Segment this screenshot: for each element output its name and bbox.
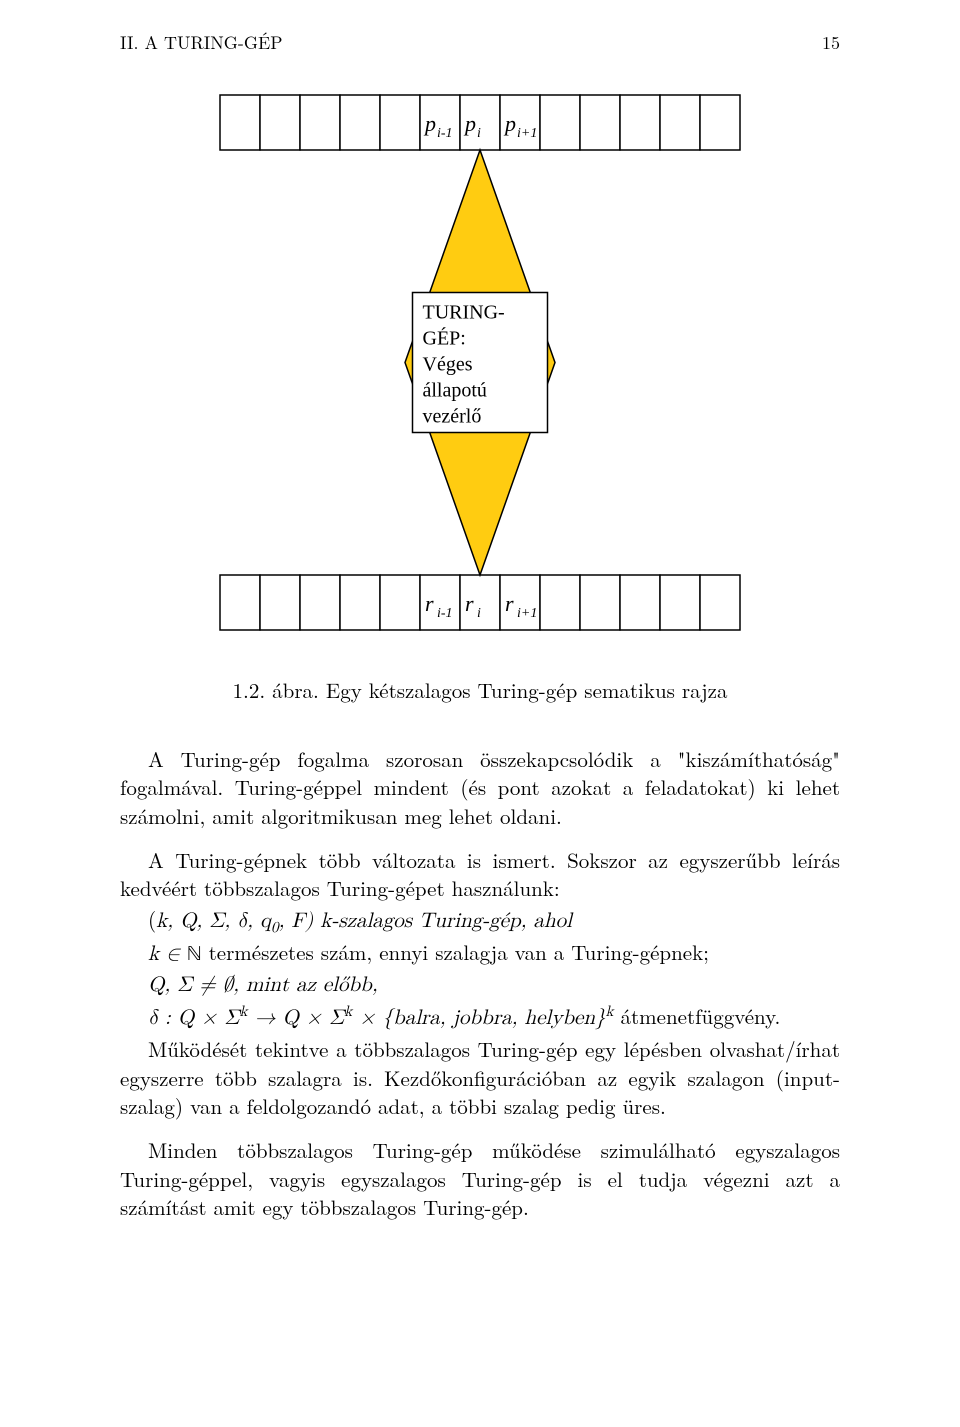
- paragraph-1: A Turing-gép fogalma szorosan összekapcs…: [120, 745, 840, 830]
- svg-text:Véges: Véges: [423, 354, 473, 376]
- def-delta-k1: k: [240, 1004, 248, 1019]
- svg-text:i-1: i-1: [437, 126, 453, 141]
- def-k-N: ℕ: [187, 944, 202, 965]
- svg-text:TURING-: TURING-: [423, 302, 505, 324]
- def-qs-line: Q, Σ ≠ ∅, mint az előbb,: [120, 969, 840, 1000]
- svg-text:i-1: i-1: [437, 606, 453, 621]
- running-head-right: 15: [822, 30, 840, 55]
- def-qs-text: Q, Σ ≠ ∅, mint az előbb,: [148, 975, 378, 996]
- svg-text:GÉP:: GÉP:: [423, 327, 466, 350]
- def-tuple-close: , F): [279, 911, 314, 932]
- def-k-b: természetes szám, ennyi szalagja van a T…: [202, 937, 709, 967]
- svg-text:p: p: [463, 111, 476, 136]
- svg-text:i+1: i+1: [517, 126, 537, 141]
- def-tuple-tail: k-szalagos Turing-gép, ahol: [313, 911, 572, 932]
- def-tuple-open: (: [148, 904, 156, 934]
- svg-text:állapotú: állapotú: [423, 380, 487, 402]
- svg-text:p: p: [503, 111, 516, 136]
- definition-lead: A Turing-gépnek több változata is ismert…: [120, 846, 840, 903]
- def-delta-c: × {balra, jobbra, helyben}: [352, 1008, 605, 1029]
- running-head: II. A TURING-GÉP 15: [120, 30, 840, 55]
- def-delta-a: δ : Q × Σ: [148, 1008, 240, 1029]
- svg-text:i+1: i+1: [517, 606, 537, 621]
- def-k-line: k ∈ ℕ természetes szám, ennyi szalagja v…: [120, 938, 840, 969]
- svg-text:i: i: [477, 606, 481, 621]
- turing-figure: TURING-GÉP:Végesállapotúvezérlő pi-1pipi…: [120, 85, 840, 645]
- svg-text:r: r: [425, 591, 434, 616]
- def-tuple-items: k, Q, Σ, δ, q: [156, 911, 271, 932]
- paragraph-3: Működését tekintve a többszalagos Turing…: [120, 1035, 840, 1120]
- paragraph-4: Minden többszalagos Turing-gép működése …: [120, 1136, 840, 1221]
- svg-text:r: r: [465, 591, 474, 616]
- def-delta-b: → Q × Σ: [248, 1008, 345, 1029]
- running-head-left: II. A TURING-GÉP: [120, 30, 283, 55]
- def-tuple-line: (k, Q, Σ, δ, q0, F) k-szalagos Turing-gé…: [120, 905, 840, 938]
- def-tuple-q0-sub: 0: [271, 920, 279, 935]
- def-k-a: k ∈: [148, 944, 187, 965]
- svg-text:vezérlő: vezérlő: [423, 406, 482, 428]
- figure-caption: 1.2. ábra. Egy kétszalagos Turing-gép se…: [120, 675, 840, 705]
- definition-block: A Turing-gépnek több változata is ismert…: [120, 846, 840, 1120]
- svg-text:r: r: [505, 591, 514, 616]
- svg-text:i: i: [477, 126, 481, 141]
- def-delta-d: átmenetfüggvény.: [613, 1001, 780, 1031]
- def-delta-line: δ : Q × Σk → Q × Σk × {balra, jobbra, he…: [120, 1001, 840, 1033]
- svg-text:p: p: [423, 111, 436, 136]
